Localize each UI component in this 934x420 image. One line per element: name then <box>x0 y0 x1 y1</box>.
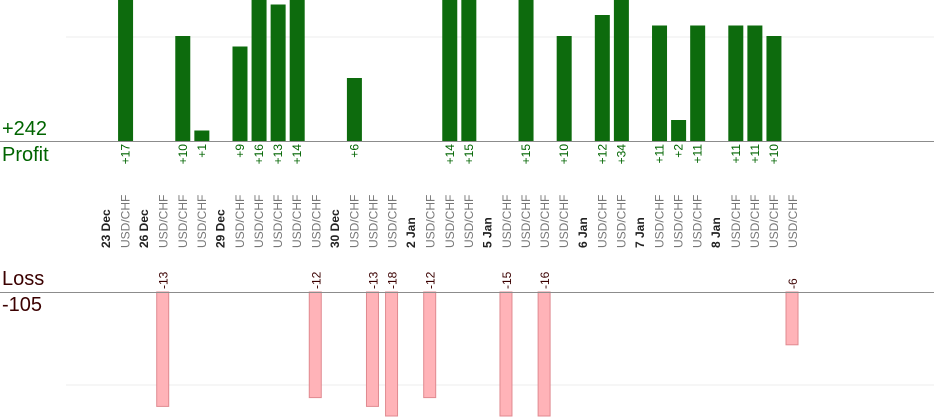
profit-value-label: +2 <box>672 144 686 158</box>
profit-bar <box>728 25 744 141</box>
loss-value-label: -13 <box>366 271 380 289</box>
symbol-label: USD/CHF <box>729 195 743 248</box>
symbol-label: USD/CHF <box>786 195 800 248</box>
profit-bar <box>461 0 477 141</box>
date-label: 6 Jan <box>576 217 590 248</box>
profit-bar <box>175 36 191 141</box>
symbol-label: USD/CHF <box>538 195 552 248</box>
profit-total: +242 <box>2 118 48 140</box>
symbol-label: USD/CHF <box>252 195 266 248</box>
date-label: 2 Jan <box>404 217 418 248</box>
loss-bar <box>423 291 437 399</box>
profit-bar <box>251 0 267 141</box>
symbol-label: USD/CHF <box>271 195 285 248</box>
profit-bar <box>194 130 210 141</box>
profit-value-label: +10 <box>557 144 571 165</box>
symbol-label: USD/CHF <box>347 195 361 248</box>
profit-bar <box>346 78 362 141</box>
profit-value-label: +34 <box>614 144 628 165</box>
profit-value-label: +15 <box>519 144 533 165</box>
loss-total: -105 <box>2 294 43 316</box>
profit-value-label: +17 <box>119 144 133 165</box>
loss-bar <box>365 291 379 407</box>
symbol-label: USD/CHF <box>767 195 781 248</box>
symbol-label: USD/CHF <box>500 195 514 248</box>
loss-value-label: -18 <box>386 271 400 289</box>
date-label: 5 Jan <box>480 217 494 248</box>
symbol-label: USD/CHF <box>176 195 190 248</box>
symbol-label: USD/CHF <box>595 195 609 248</box>
symbol-label: USD/CHF <box>366 195 380 248</box>
profit-value-label: +10 <box>767 144 781 165</box>
profit-value-label: +14 <box>443 144 457 165</box>
loss-bar <box>308 291 322 399</box>
profit-bar <box>671 120 687 141</box>
symbol-label: USD/CHF <box>691 195 705 248</box>
symbol-label: USD/CHF <box>748 195 762 248</box>
symbol-label: USD/CHF <box>653 195 667 248</box>
profit-value-label: +9 <box>233 144 247 158</box>
profit-bar <box>747 25 763 141</box>
symbol-label: USD/CHF <box>614 195 628 248</box>
symbol-label: USD/CHF <box>557 195 571 248</box>
loss-bar <box>385 291 399 417</box>
loss-value-label: -12 <box>309 271 323 289</box>
profit-bar <box>270 4 286 141</box>
profit-value-label: +11 <box>729 144 743 164</box>
profit-value-label: +11 <box>653 144 667 164</box>
loss-bar <box>156 291 170 407</box>
symbol-label: USD/CHF <box>462 195 476 248</box>
profit-value-label: +11 <box>691 144 705 164</box>
profit-value-label: +1 <box>195 144 209 158</box>
profit-bar <box>289 0 305 141</box>
profit-value-label: +10 <box>176 144 190 165</box>
loss-value-label: -15 <box>500 271 514 289</box>
profit-label: Profit <box>2 144 49 166</box>
loss-bar <box>499 291 513 417</box>
profit-bar <box>518 0 534 141</box>
profit-value-label: +15 <box>462 144 476 165</box>
profit-bar <box>556 36 572 141</box>
symbol-label: USD/CHF <box>424 195 438 248</box>
profit-value-label: +16 <box>252 144 266 165</box>
symbol-label: USD/CHF <box>119 195 133 248</box>
loss-value-label: -16 <box>538 271 552 289</box>
symbol-label: USD/CHF <box>195 195 209 248</box>
symbol-label: USD/CHF <box>309 195 323 248</box>
profit-bar <box>766 36 782 141</box>
date-label: 23 Dec <box>99 209 113 248</box>
symbol-label: USD/CHF <box>443 195 457 248</box>
date-label: 30 Dec <box>328 209 342 248</box>
loss-value-label: -6 <box>786 278 800 289</box>
profit-bar <box>118 0 134 141</box>
date-label: 26 Dec <box>137 209 151 248</box>
profit-value-label: +6 <box>347 144 361 158</box>
profit-value-label: +12 <box>595 144 609 165</box>
loss-bar <box>537 291 551 417</box>
date-label: 8 Jan <box>709 217 723 248</box>
symbol-label: USD/CHF <box>233 195 247 248</box>
profit-bar <box>652 25 668 141</box>
profit-bar <box>613 0 629 141</box>
loss-bar <box>785 291 799 346</box>
symbol-label: USD/CHF <box>386 195 400 248</box>
profit-bar <box>442 0 458 141</box>
profit-value-label: +11 <box>748 144 762 164</box>
symbol-label: USD/CHF <box>157 195 171 248</box>
loss-value-label: -13 <box>157 271 171 289</box>
profit-bar <box>690 25 706 141</box>
symbol-label: USD/CHF <box>519 195 533 248</box>
profit-bar <box>232 46 248 141</box>
profit-value-label: +13 <box>271 144 285 165</box>
loss-label: Loss <box>2 268 45 290</box>
date-label: 7 Jan <box>633 217 647 248</box>
loss-value-label: -12 <box>424 271 438 289</box>
profit-bar <box>594 15 610 141</box>
date-label: 29 Dec <box>213 209 227 248</box>
symbol-label: USD/CHF <box>290 195 304 248</box>
profit-value-label: +14 <box>290 144 304 165</box>
symbol-label: USD/CHF <box>672 195 686 248</box>
